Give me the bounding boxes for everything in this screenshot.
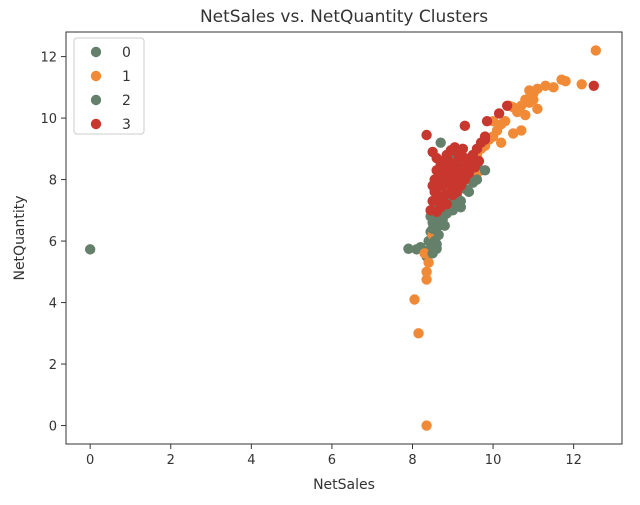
data-point: [459, 120, 471, 131]
data-point: [540, 80, 551, 92]
data-point: [524, 97, 535, 108]
y-tick-label: 2: [49, 358, 57, 373]
data-point: [421, 266, 432, 278]
data-point: [481, 115, 493, 127]
y-tick-label: 8: [49, 174, 57, 189]
data-point: [576, 79, 587, 90]
data-point: [84, 244, 96, 255]
data-point: [457, 143, 469, 155]
data-point: [435, 137, 446, 148]
y-tick-label: 6: [49, 235, 57, 250]
data-point: [508, 128, 519, 139]
data-point: [455, 195, 467, 207]
plot-frame: [65, 31, 623, 445]
points-layer: [84, 45, 602, 431]
y-tick-label: 4: [49, 297, 57, 312]
data-point: [501, 100, 513, 111]
data-point: [479, 165, 491, 176]
data-point: [439, 220, 450, 231]
data-point: [431, 238, 442, 250]
data-point: [427, 180, 438, 191]
data-point: [471, 174, 483, 185]
x-tick-label: 6: [328, 453, 336, 468]
data-point: [590, 45, 602, 56]
data-point: [449, 142, 460, 153]
x-tick-label: 8: [408, 453, 416, 468]
y-axis-label: NetQuantity: [12, 195, 28, 280]
data-point: [403, 243, 414, 254]
x-tick-label: 12: [565, 453, 582, 468]
series-3: [421, 80, 599, 218]
legend-marker-1: [90, 70, 102, 82]
data-point: [419, 248, 430, 259]
legend-items: 0 1 2 3: [90, 45, 131, 133]
x-tick-label: 4: [247, 453, 255, 468]
data-point: [516, 125, 527, 136]
data-point: [427, 195, 438, 207]
data-point: [427, 248, 438, 259]
legend-marker-3: [90, 118, 102, 130]
data-point: [479, 134, 491, 145]
legend-label-0: 0: [122, 45, 131, 61]
y-tick-label: 0: [49, 420, 57, 435]
data-point: [431, 165, 442, 176]
x-axis-label: NetSales: [313, 477, 375, 493]
data-point: [548, 82, 559, 93]
x-tick-label: 10: [485, 453, 502, 468]
data-point: [473, 155, 485, 167]
data-point: [445, 168, 456, 179]
data-point: [463, 186, 475, 198]
data-point: [441, 198, 452, 210]
y-tick-label: 10: [40, 112, 57, 127]
legend-label-3: 3: [122, 117, 131, 133]
data-point: [433, 229, 444, 241]
data-point: [453, 152, 465, 164]
legend-marker-2: [90, 94, 102, 106]
chart-title: NetSales vs. NetQuantity Clusters: [200, 7, 488, 27]
data-point: [495, 137, 507, 148]
legend-label-1: 1: [122, 69, 131, 85]
legend: 0 1 2 3: [73, 37, 145, 135]
legend-label-2: 2: [122, 93, 131, 109]
data-point: [588, 80, 599, 92]
data-point: [520, 109, 531, 121]
data-point: [423, 257, 434, 268]
data-point: [532, 103, 543, 115]
data-point: [421, 129, 432, 141]
x-tick-label: 2: [167, 453, 175, 468]
data-point: [493, 108, 505, 119]
data-point: [425, 205, 436, 216]
data-point: [421, 420, 432, 431]
legend-marker-0: [90, 46, 102, 58]
y-tick-label: 12: [40, 51, 57, 66]
x-tick-label: 0: [86, 453, 94, 468]
data-point: [413, 328, 424, 339]
data-point: [421, 274, 432, 285]
data-point: [556, 74, 567, 85]
series-0: [84, 137, 487, 262]
legend-box: [73, 37, 145, 135]
data-point: [409, 294, 420, 305]
data-point: [524, 85, 535, 96]
